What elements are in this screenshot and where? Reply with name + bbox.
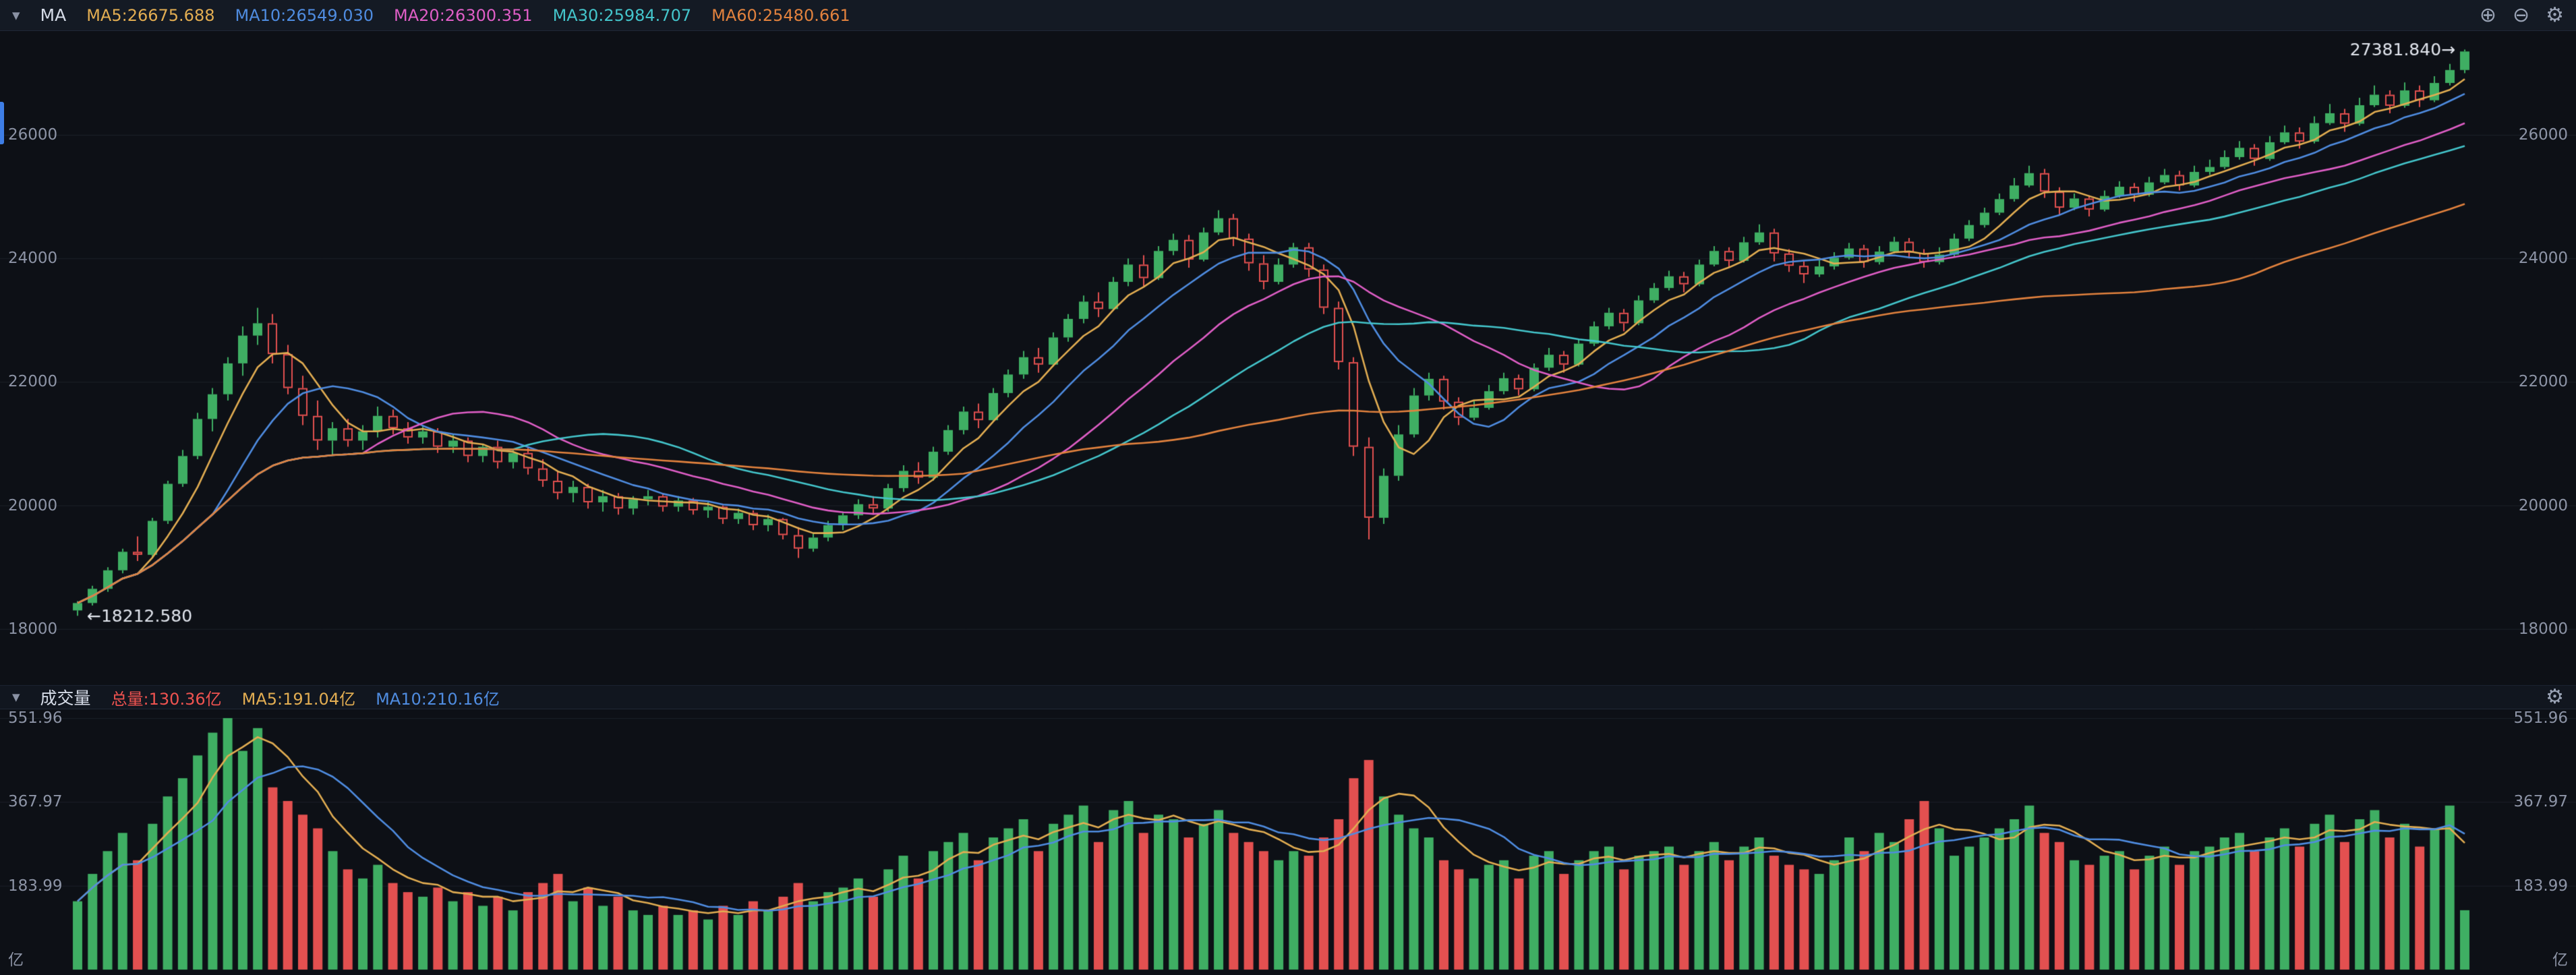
collapse-caret-icon[interactable]: ▼ (12, 691, 20, 703)
ma30-readout: MA30:25984.707 (552, 5, 692, 25)
volume-axis-unit: 亿 (2552, 951, 2568, 969)
volume-axis-label: 367.97 (2513, 793, 2568, 811)
volume-title[interactable]: 成交量 (40, 688, 91, 708)
zoom-out-icon[interactable]: ⊖ (2512, 3, 2530, 27)
chart-toolbar: ⊕ ⊖ ⚙ (2480, 5, 2564, 26)
price-axis-label: 20000 (2518, 496, 2568, 514)
ma60-readout: MA60:25480.661 (711, 5, 850, 25)
volume-axis-label: 183.99 (2513, 877, 2568, 895)
price-pane-header: ▼ MA MA5:26675.688 MA10:26549.030 MA20:2… (0, 0, 2576, 31)
volume-ma10-readout: MA10:210.16亿 (376, 689, 500, 709)
volume-total-readout: 总量:130.36亿 (111, 689, 222, 709)
volume-axis-unit: 亿 (8, 951, 24, 969)
price-axis-label: 26000 (8, 126, 58, 144)
volume-pane-header: ▼ 成交量 总量:130.36亿 MA5:191.04亿 MA10:210.16… (0, 685, 2576, 709)
ma10-readout: MA10:26549.030 (235, 5, 374, 25)
volume-axis-label: 367.97 (8, 793, 63, 811)
price-axis-label: 22000 (8, 373, 58, 391)
ma5-readout: MA5:26675.688 (86, 5, 215, 25)
price-axis-label: 22000 (2518, 373, 2568, 391)
volume-ma5-readout: MA5:191.04亿 (241, 689, 356, 709)
settings-gear-icon[interactable]: ⚙ (2546, 685, 2564, 709)
volume-axis-label: 551.96 (2513, 709, 2568, 727)
price-axis-label: 20000 (8, 496, 58, 514)
ma20-readout: MA20:26300.351 (394, 5, 533, 25)
collapse-caret-icon[interactable]: ▼ (12, 9, 20, 22)
zoom-in-icon[interactable]: ⊕ (2479, 3, 2496, 27)
price-axis-label: 18000 (8, 620, 58, 638)
volume-toolbar: ⚙ (2546, 687, 2564, 707)
pane-focus-indicator (0, 102, 4, 144)
price-axis-label: 24000 (2518, 249, 2568, 268)
volume-axis-label: 183.99 (8, 877, 63, 895)
price-axis-label: 26000 (2518, 126, 2568, 144)
price-axis-label: 24000 (8, 249, 58, 268)
price-axis-label: 18000 (2518, 620, 2568, 638)
volume-axis-label: 551.96 (8, 709, 63, 727)
settings-gear-icon[interactable]: ⚙ (2546, 3, 2564, 27)
indicator-label[interactable]: MA (40, 5, 67, 25)
